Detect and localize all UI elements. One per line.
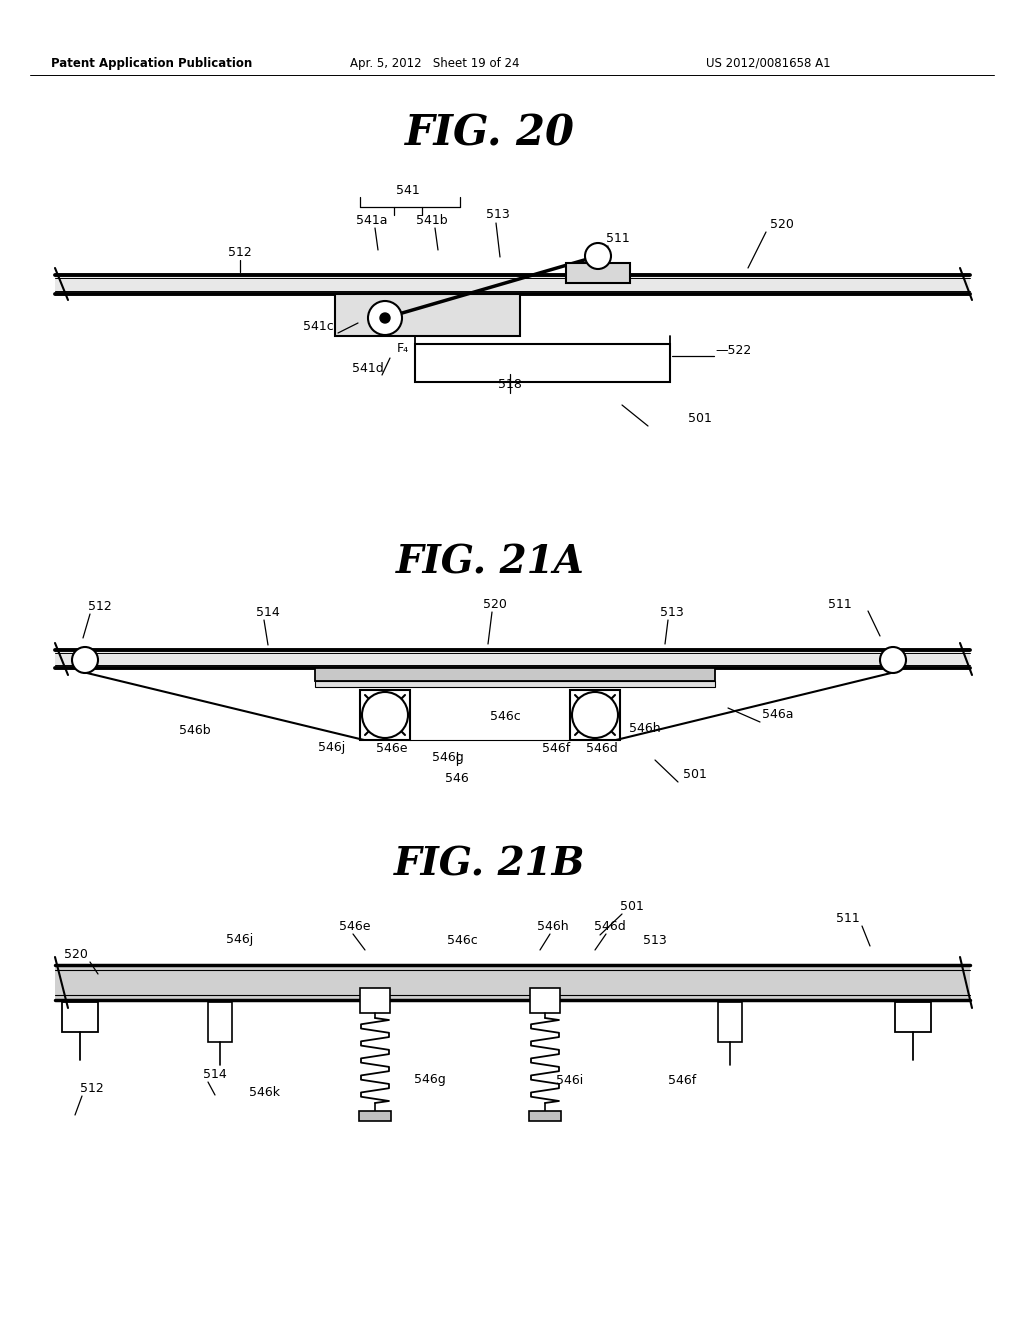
Text: 546j: 546j (318, 742, 346, 755)
Text: 541b: 541b (416, 214, 447, 227)
Text: 546e: 546e (339, 920, 371, 932)
Text: F₄: F₄ (397, 342, 409, 355)
Bar (208, 1002, 232, 1041)
Text: 513: 513 (486, 209, 510, 222)
Circle shape (362, 692, 408, 738)
Text: 541a: 541a (356, 214, 388, 227)
Text: 520: 520 (65, 949, 88, 961)
Text: 512: 512 (88, 599, 112, 612)
Bar (360, 987, 390, 1012)
Bar (566, 263, 630, 282)
Circle shape (72, 647, 98, 673)
Circle shape (585, 243, 611, 269)
Text: 546c: 546c (446, 933, 477, 946)
Bar (62, 1002, 98, 1032)
Text: 512: 512 (80, 1081, 103, 1094)
Text: —522: —522 (715, 343, 752, 356)
Text: 513: 513 (643, 933, 667, 946)
Bar (415, 345, 670, 381)
Bar (335, 294, 520, 337)
Text: 546k: 546k (250, 1085, 281, 1098)
Circle shape (572, 692, 618, 738)
Text: 546g: 546g (432, 751, 464, 764)
Bar (529, 1111, 561, 1121)
Text: 546e: 546e (376, 742, 408, 755)
Bar (55, 275, 970, 294)
Text: 518: 518 (498, 379, 522, 392)
Bar (55, 649, 970, 668)
Text: 546d: 546d (594, 920, 626, 932)
Text: 541d: 541d (352, 362, 384, 375)
Text: 546d: 546d (586, 742, 617, 755)
Text: 520: 520 (483, 598, 507, 610)
Bar (570, 690, 620, 741)
Bar (530, 987, 560, 1012)
Bar (315, 668, 715, 681)
Text: 511: 511 (828, 598, 852, 610)
Bar (55, 965, 970, 1001)
Bar (360, 690, 410, 741)
Text: 514: 514 (203, 1068, 227, 1081)
Bar (315, 681, 715, 686)
Text: Patent Application Publication: Patent Application Publication (51, 57, 253, 70)
Text: FIG. 21A: FIG. 21A (395, 543, 585, 581)
Text: 511: 511 (606, 231, 630, 244)
Text: 541: 541 (396, 183, 420, 197)
Text: 546j: 546j (226, 933, 254, 946)
Text: 546h: 546h (538, 920, 568, 932)
Text: 513: 513 (660, 606, 684, 619)
Circle shape (880, 647, 906, 673)
Text: 546h: 546h (629, 722, 660, 734)
Bar (359, 1111, 391, 1121)
Text: 501: 501 (683, 768, 707, 781)
Text: 541c: 541c (303, 321, 334, 334)
Text: FIG. 21B: FIG. 21B (394, 846, 586, 884)
Text: 546c: 546c (489, 710, 520, 722)
Text: US 2012/0081658 A1: US 2012/0081658 A1 (706, 57, 830, 70)
Text: 546g: 546g (414, 1073, 445, 1086)
Text: Apr. 5, 2012   Sheet 19 of 24: Apr. 5, 2012 Sheet 19 of 24 (350, 57, 520, 70)
Text: 512: 512 (228, 246, 252, 259)
Text: 514: 514 (256, 606, 280, 619)
Text: 511: 511 (837, 912, 860, 924)
Text: 546b: 546b (179, 723, 211, 737)
Text: 520: 520 (770, 219, 794, 231)
Text: 501: 501 (621, 899, 644, 912)
Text: 546f: 546f (542, 742, 570, 755)
Bar (718, 1002, 742, 1041)
Text: FIG. 20: FIG. 20 (406, 112, 575, 154)
Bar (895, 1002, 931, 1032)
Text: 546i: 546i (556, 1073, 584, 1086)
Text: 546a: 546a (762, 709, 794, 722)
Text: 546f: 546f (668, 1073, 696, 1086)
Text: 501: 501 (688, 412, 712, 425)
Text: 546: 546 (445, 771, 469, 784)
Circle shape (380, 313, 390, 323)
Circle shape (368, 301, 402, 335)
